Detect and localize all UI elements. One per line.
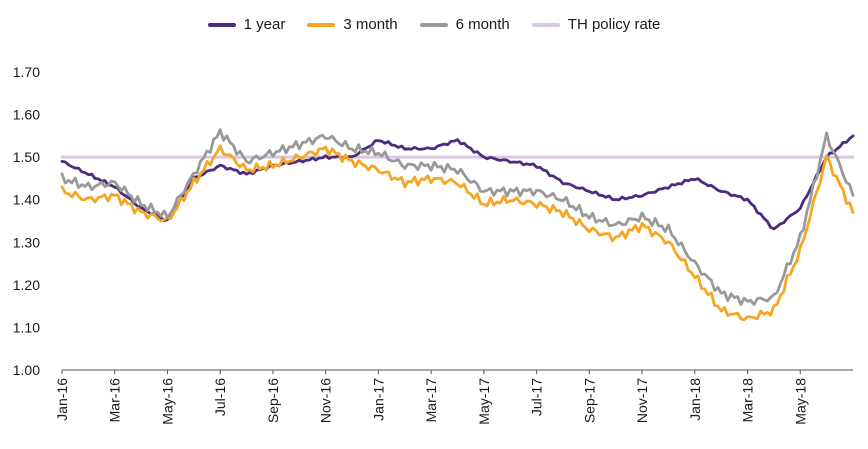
- series-line-3-month: [60, 144, 855, 322]
- legend-label-1-year: 1 year: [243, 16, 286, 33]
- x-tick-label: May-17: [476, 378, 492, 425]
- x-tick-label: Nov-17: [634, 378, 650, 423]
- x-tick-label: Jul-17: [529, 378, 545, 416]
- series-line-6-month: [60, 128, 855, 306]
- x-tick-label: Jan-16: [54, 378, 70, 421]
- y-tick-label: 1.10: [13, 319, 40, 335]
- y-tick-label: 1.70: [13, 64, 40, 80]
- legend-item-6-month: 6 month: [419, 16, 510, 33]
- legend-label-6-month: 6 month: [455, 16, 510, 33]
- x-tick-label: Sep-17: [581, 378, 597, 423]
- x-tick-label: Mar-16: [107, 378, 123, 423]
- legend-item-3-month: 3 month: [307, 16, 398, 33]
- x-tick-label: May-18: [792, 378, 808, 425]
- chart-axes: 1.00 1.10 1.20 1.30 1.40 1.50 1.60 1.70 Jan-16 Ma…: [13, 64, 853, 425]
- y-tick-label: 1.50: [13, 149, 40, 165]
- legend-swatch-6-month: [419, 22, 448, 27]
- x-tick-label: Jan-18: [687, 378, 703, 421]
- y-tick-label: 1.00: [13, 362, 40, 378]
- y-tick-label: 1.30: [13, 234, 40, 250]
- y-tick-label: 1.20: [13, 277, 40, 293]
- legend-item-policy-rate: TH policy rate: [531, 16, 661, 33]
- y-tick-label: 1.40: [13, 192, 40, 208]
- series-line-1-year: [60, 134, 855, 231]
- chart-series: [60, 128, 855, 322]
- legend-swatch-policy-rate: [531, 22, 560, 27]
- x-tick-label: Mar-18: [740, 378, 756, 423]
- x-tick-label: Mar-17: [423, 378, 439, 423]
- legend-label-policy-rate: TH policy rate: [567, 16, 661, 33]
- legend-item-1-year: 1 year: [207, 16, 286, 33]
- legend: 1 year 3 month 6 month TH policy rate: [0, 16, 868, 33]
- legend-label-3-month: 3 month: [343, 16, 398, 33]
- x-tick-label: Jul-16: [212, 378, 228, 416]
- legend-swatch-1-year: [207, 22, 236, 27]
- x-tick-label: Nov-16: [318, 378, 334, 423]
- legend-swatch-3-month: [307, 22, 336, 27]
- x-tick-label: May-16: [159, 378, 175, 425]
- y-tick-label: 1.60: [13, 107, 40, 123]
- x-tick-label: Sep-16: [265, 378, 281, 423]
- x-tick-label: Jan-17: [370, 378, 386, 421]
